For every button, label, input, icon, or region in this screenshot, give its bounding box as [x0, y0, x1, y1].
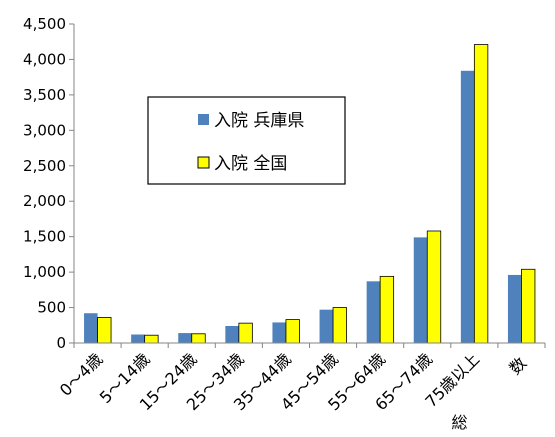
bar-hyogo	[319, 309, 334, 343]
bar-hyogo	[272, 322, 286, 343]
bar-hyogo	[413, 237, 428, 343]
y-tick-label: 4,500	[23, 15, 66, 33]
y-tick-label: 1,000	[23, 263, 66, 281]
legend: 入院 兵庫県 入院 全国	[147, 96, 346, 185]
bar-national	[97, 317, 112, 344]
bar-hyogo	[131, 334, 145, 343]
bars	[84, 44, 536, 344]
y-tick-label: 1,500	[23, 228, 66, 246]
y-tick-label: 0	[56, 334, 66, 352]
bar-national	[379, 275, 395, 344]
x-axis: 0～4歳5～14歳15～24歳25～34歳35～44歳45～54歳55～64歳6…	[56, 342, 546, 432]
legend-box	[147, 96, 346, 185]
bar-national	[521, 268, 536, 344]
bar-national	[238, 322, 253, 344]
y-tick-label: 2,000	[23, 192, 66, 210]
y-tick-label: 3,000	[23, 121, 66, 139]
bar-national	[426, 230, 442, 344]
bar-national	[191, 333, 206, 344]
bar-hyogo	[225, 325, 239, 343]
legend-label-national: 入院 全国	[214, 154, 287, 174]
bar-national	[332, 307, 347, 344]
x-category-label-wrap: 総	[451, 413, 467, 432]
legend-label-hyogo: 入院 兵庫県	[214, 111, 304, 131]
bar-national	[473, 44, 489, 344]
x-category-label: 数	[506, 353, 531, 378]
legend-swatch-national	[197, 156, 210, 169]
bar-hyogo	[507, 274, 522, 343]
bar-national	[144, 334, 159, 344]
legend-swatch-hyogo	[198, 114, 209, 125]
y-axis: 0 500 1,000 1,500 2,000 2,500 3,000 3,500 4,000 4…	[23, 15, 75, 352]
bar-national	[285, 319, 300, 344]
y-tick-label: 500	[37, 299, 66, 317]
bar-hyogo	[460, 70, 475, 343]
y-tick-label: 4,000	[23, 50, 66, 68]
bar-hyogo	[84, 313, 98, 343]
y-tick-label: 3,500	[23, 86, 66, 104]
bar-hyogo	[366, 281, 381, 343]
bar-hyogo	[178, 333, 192, 343]
y-tick-label: 2,500	[23, 157, 66, 175]
